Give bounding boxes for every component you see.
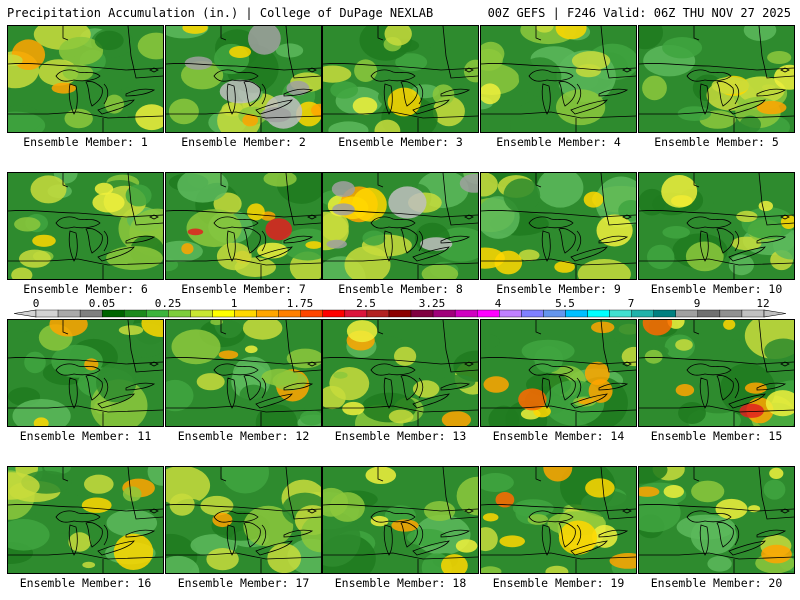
ensemble-map-panel <box>480 172 637 280</box>
ensemble-map-panel <box>480 466 637 574</box>
ensemble-map-panel <box>165 25 322 133</box>
ensemble-member-label: Ensemble Member: 15 <box>650 429 783 443</box>
ensemble-member-label: Ensemble Member: 17 <box>177 576 310 590</box>
colorbar-tick-label: 9 <box>693 297 701 310</box>
ensemble-map-panel <box>322 466 479 574</box>
ensemble-map-panel <box>322 319 479 427</box>
ensemble-member-label: Ensemble Member: 4 <box>496 135 621 149</box>
ensemble-member-label: Ensemble Member: 5 <box>654 135 779 149</box>
colorbar-tick-label: 3.25 <box>418 297 446 310</box>
ensemble-member-label: Ensemble Member: 7 <box>181 282 306 296</box>
ensemble-member-label: Ensemble Member: 13 <box>334 429 467 443</box>
colorbar-tick-label: 4 <box>494 297 502 310</box>
ensemble-map-panel <box>165 172 322 280</box>
map-title: Precipitation Accumulation (in.) | Colle… <box>7 6 434 20</box>
ensemble-map-panel <box>322 172 479 280</box>
ensemble-member-label: Ensemble Member: 16 <box>19 576 152 590</box>
ensemble-member-label: Ensemble Member: 9 <box>496 282 621 296</box>
ensemble-map-panel <box>7 172 164 280</box>
ensemble-member-label: Ensemble Member: 2 <box>181 135 306 149</box>
ensemble-member-label: Ensemble Member: 3 <box>338 135 463 149</box>
ensemble-member-label: Ensemble Member: 18 <box>334 576 467 590</box>
ensemble-member-label: Ensemble Member: 20 <box>650 576 783 590</box>
ensemble-map-panel <box>638 466 795 574</box>
ensemble-member-label: Ensemble Member: 1 <box>23 135 148 149</box>
colorbar-tick-label: 12 <box>756 297 770 310</box>
ensemble-member-label: Ensemble Member: 14 <box>492 429 625 443</box>
ensemble-map-panel <box>7 25 164 133</box>
ensemble-member-label: Ensemble Member: 10 <box>650 282 783 296</box>
ensemble-map-panel <box>7 466 164 574</box>
ensemble-map-panel <box>638 319 795 427</box>
ensemble-map-panel <box>480 319 637 427</box>
ensemble-member-label: Ensemble Member: 6 <box>23 282 148 296</box>
ensemble-map-panel <box>165 466 322 574</box>
ensemble-map-panel <box>638 172 795 280</box>
colorbar-tick-label: 0.05 <box>88 297 116 310</box>
colorbar-tick-label: 1.75 <box>286 297 314 310</box>
colorbar-tick-label: 7 <box>627 297 635 310</box>
ensemble-member-label: Ensemble Member: 11 <box>19 429 152 443</box>
ensemble-map-panel <box>480 25 637 133</box>
ensemble-member-label: Ensemble Member: 12 <box>177 429 310 443</box>
ensemble-map-panel <box>165 319 322 427</box>
ensemble-map-panel <box>322 25 479 133</box>
colorbar-tick-label: 1 <box>230 297 238 310</box>
colorbar-tick-label: 0.25 <box>154 297 182 310</box>
colorbar-tick-label: 5.5 <box>555 297 575 310</box>
ensemble-map-panel <box>7 319 164 427</box>
model-run-info: 00Z GEFS | F246 Valid: 06Z THU NOV 27 20… <box>487 6 791 20</box>
colorbar-tick-label: 2.5 <box>356 297 376 310</box>
ensemble-map-panel <box>638 25 795 133</box>
precipitation-colorbar <box>14 309 786 318</box>
ensemble-member-label: Ensemble Member: 19 <box>492 576 625 590</box>
ensemble-member-label: Ensemble Member: 8 <box>338 282 463 296</box>
colorbar-tick-label: 0 <box>32 297 40 310</box>
